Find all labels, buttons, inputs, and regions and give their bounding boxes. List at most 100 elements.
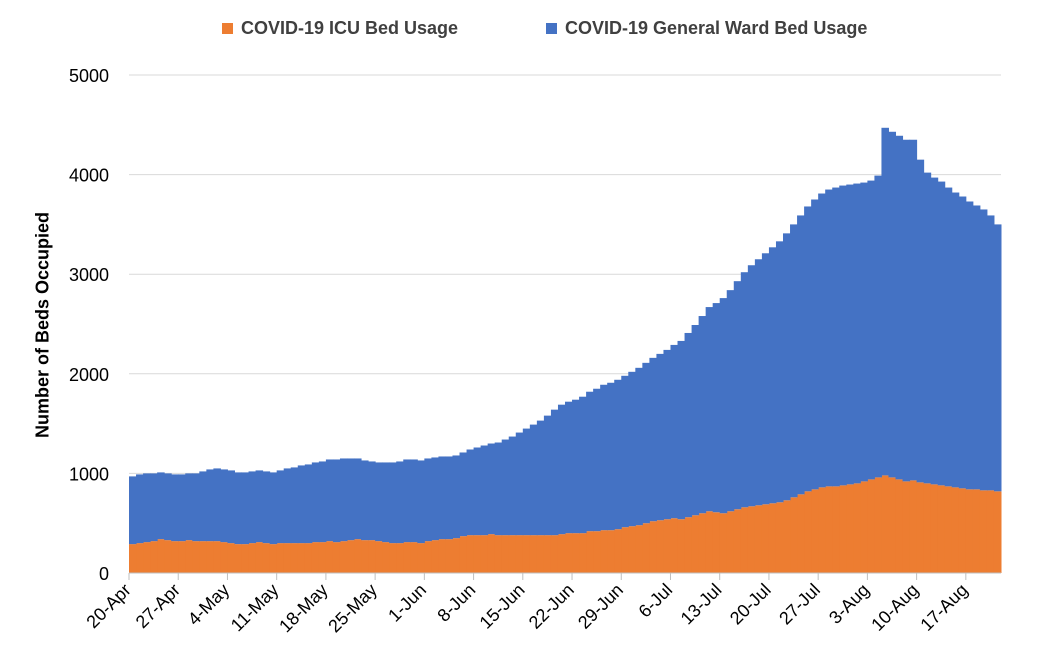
bar-s1-d26: [311, 462, 320, 543]
bar-s0-d96: [804, 491, 812, 573]
bar-s0-d47: [459, 536, 468, 573]
bar-s0-d67: [600, 530, 608, 573]
bar-s1-d113: [923, 172, 932, 484]
bar-s0-d121: [979, 490, 988, 573]
bar-s0-d93: [783, 500, 791, 573]
bar-s0-d2: [143, 542, 151, 573]
bar-s0-d62: [565, 533, 573, 573]
bar-s0-d49: [473, 535, 482, 573]
x-tick-label-4: 18-May: [275, 580, 332, 637]
legend-label-general-ward: COVID-19 General Ward Bed Usage: [565, 18, 868, 38]
bar-s0-d94: [790, 497, 798, 573]
bar-s0-d82: [705, 511, 714, 573]
bar-s0-d88: [747, 506, 756, 573]
x-tick-label-12: 13-Jul: [677, 580, 726, 629]
bar-s0-d118: [958, 488, 967, 573]
bar-s0-d17: [248, 543, 257, 573]
bar-s0-d77: [670, 518, 679, 573]
x-tick-label-8: 15-Jun: [476, 580, 529, 633]
x-tick-label-1: 27-Apr: [132, 580, 184, 632]
bar-s1-d48: [466, 449, 475, 536]
bar-s1-d17: [248, 471, 257, 544]
bar-s0-d46: [452, 538, 461, 573]
bar-s0-d75: [656, 520, 664, 573]
bar-s1-d28: [325, 459, 334, 542]
bar-s1-d107: [881, 127, 889, 476]
bar-s1-d12: [213, 468, 221, 542]
legend-swatch-icu: [222, 23, 233, 34]
bar-s0-d18: [255, 542, 264, 573]
bar-s0-d40: [410, 542, 418, 573]
bar-s0-d104: [860, 481, 868, 573]
bar-s1-d35: [375, 462, 383, 542]
bar-s0-d70: [621, 527, 629, 573]
bar-s1-d69: [614, 379, 622, 530]
bar-s1-d42: [424, 458, 432, 542]
bar-s1-d47: [459, 452, 468, 537]
bar-s0-d4: [157, 539, 165, 573]
y-tick-label-1000: 1000: [69, 464, 109, 484]
x-tick-label-7: 8-Jun: [433, 580, 479, 626]
x-tick-label-15: 3-Aug: [825, 580, 873, 628]
bar-s0-d27: [318, 542, 327, 573]
x-tick-label-13: 20-Jul: [726, 580, 775, 629]
y-tick-label-0: 0: [99, 564, 109, 584]
bar-s1-d104: [860, 182, 868, 482]
bar-s0-d81: [698, 513, 707, 573]
bar-s0-d39: [403, 542, 411, 573]
bar-s1-d51: [487, 443, 496, 535]
bar-s0-d11: [206, 541, 214, 573]
bar-s1-d18: [255, 470, 264, 543]
bar-s1-d32: [354, 458, 362, 540]
bar-s0-d59: [543, 535, 552, 573]
bar-s0-d25: [304, 543, 313, 573]
y-tick-label-5000: 5000: [69, 66, 109, 86]
bar-s1-d14: [227, 470, 235, 544]
bar-s1-d16: [241, 472, 250, 545]
bar-s0-d30: [339, 541, 348, 573]
bar-s0-d50: [480, 535, 489, 573]
bar-s0-d38: [396, 543, 404, 573]
bar-s0-d37: [389, 543, 397, 573]
bar-s1-d74: [649, 357, 657, 522]
bar-s1-d2: [143, 473, 151, 543]
bar-s1-d44: [438, 456, 446, 540]
bar-s0-d9: [192, 541, 200, 573]
bar-s1-d6: [171, 474, 179, 542]
bar-s0-d66: [593, 531, 601, 573]
bar-s1-d66: [593, 388, 601, 532]
bar-s0-d22: [283, 543, 292, 573]
bar-s0-d28: [325, 541, 334, 573]
bar-s1-d86: [733, 281, 742, 510]
bar-s1-d92: [775, 241, 784, 503]
bar-s0-d8: [185, 540, 193, 573]
bar-s0-d113: [923, 483, 932, 573]
bar-s0-d54: [508, 535, 517, 573]
bar-s0-d58: [536, 535, 545, 573]
bar-s0-d16: [241, 544, 250, 573]
bar-s1-d8: [185, 473, 193, 541]
bar-s1-d118: [958, 196, 967, 489]
bar-s1-d81: [698, 316, 707, 514]
bar-s1-d0: [129, 476, 137, 545]
bar-s1-d27: [318, 461, 327, 543]
bar-s0-d90: [761, 504, 770, 573]
bar-s1-d84: [719, 298, 728, 514]
bar-s0-d34: [368, 540, 376, 573]
bar-s1-d1: [136, 474, 144, 544]
bar-s1-d54: [508, 436, 517, 536]
legend-item-general-ward: COVID-19 General Ward Bed Usage: [546, 18, 867, 39]
bar-s0-d111: [909, 480, 918, 573]
bar-s0-d103: [853, 483, 861, 573]
bar-s0-d84: [719, 513, 728, 573]
x-tick-label-2: 4-May: [184, 580, 234, 630]
bar-s1-d21: [276, 470, 285, 544]
series-0: [129, 475, 1002, 573]
bar-s0-d0: [129, 544, 137, 573]
bar-s0-d20: [269, 544, 278, 573]
bar-s1-d78: [677, 340, 686, 520]
bar-s0-d115: [937, 485, 946, 573]
bar-s0-d45: [445, 539, 453, 573]
bar-s1-d85: [726, 290, 735, 512]
bar-s0-d105: [867, 479, 875, 573]
